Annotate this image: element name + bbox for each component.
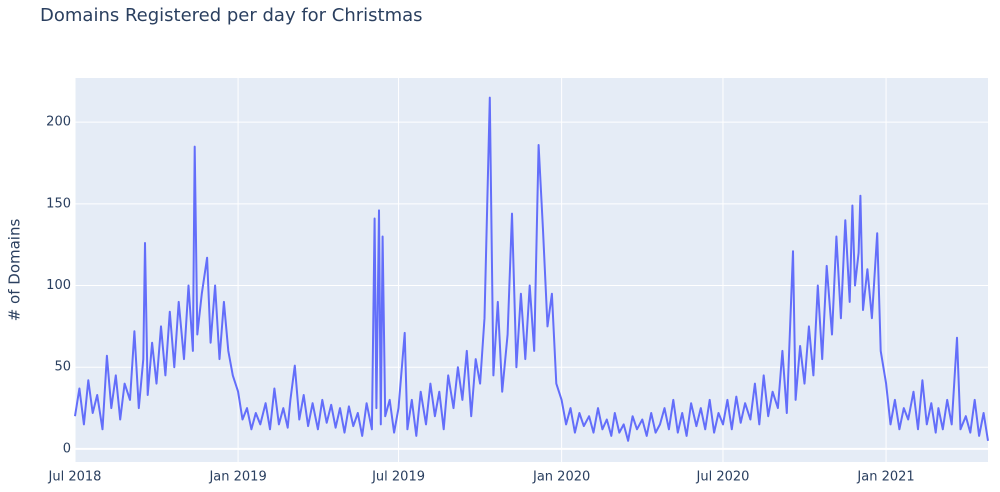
x-tick-label: Jan 2019: [208, 470, 266, 485]
x-tick-label: Jan 2021: [856, 470, 914, 485]
y-axis-label: # of Domains: [6, 219, 24, 322]
x-tick-label: Jul 2019: [371, 470, 425, 485]
y-tick-label: 0: [63, 441, 71, 456]
y-tick-label: 50: [54, 360, 71, 375]
chart-title: Domains Registered per day for Christmas: [40, 5, 423, 26]
x-tick-label: Jul 2020: [696, 470, 750, 485]
y-tick-label: 150: [46, 196, 71, 211]
y-tick-label: 100: [46, 278, 71, 293]
x-tick-label: Jan 2020: [532, 470, 590, 485]
x-tick-label: Jul 2018: [48, 470, 102, 485]
line-series: [74, 96, 989, 442]
y-tick-label: 200: [46, 115, 71, 130]
